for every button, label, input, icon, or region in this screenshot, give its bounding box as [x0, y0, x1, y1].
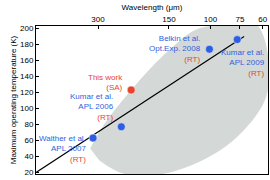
- svg-text:40: 40: [24, 152, 33, 161]
- svg-text:140: 140: [20, 72, 34, 81]
- svg-text:160: 160: [20, 56, 34, 65]
- svg-text:Wavelength (μm): Wavelength (μm): [122, 3, 183, 12]
- svg-text:60: 60: [24, 136, 33, 145]
- svg-text:200: 200: [20, 24, 34, 33]
- svg-text:100: 100: [204, 15, 218, 24]
- svg-text:Walther et al.APL 2007(RT): Walther et al.APL 2007(RT): [39, 134, 86, 164]
- svg-text:120: 120: [20, 88, 34, 97]
- svg-text:Kumar et al.APL 2009(RT): Kumar et al.APL 2009(RT): [221, 48, 265, 78]
- svg-text:20: 20: [24, 168, 33, 177]
- svg-text:180: 180: [20, 40, 34, 49]
- svg-text:This work(SA): This work(SA): [88, 73, 123, 92]
- svg-text:Belkin et al.Opt.Exp. 2008(RT): Belkin et al.Opt.Exp. 2008(RT): [149, 34, 201, 64]
- svg-text:100: 100: [20, 104, 34, 113]
- svg-text:Kumar et al.APL 2006(RT): Kumar et al.APL 2006(RT): [70, 92, 114, 122]
- svg-text:150: 150: [162, 15, 176, 24]
- svg-text:Maximum operating temperature: Maximum operating temperature (K): [9, 35, 18, 164]
- svg-text:60: 60: [258, 15, 267, 24]
- svg-text:75: 75: [235, 15, 244, 24]
- svg-text:300: 300: [91, 15, 105, 24]
- svg-text:80: 80: [24, 120, 33, 129]
